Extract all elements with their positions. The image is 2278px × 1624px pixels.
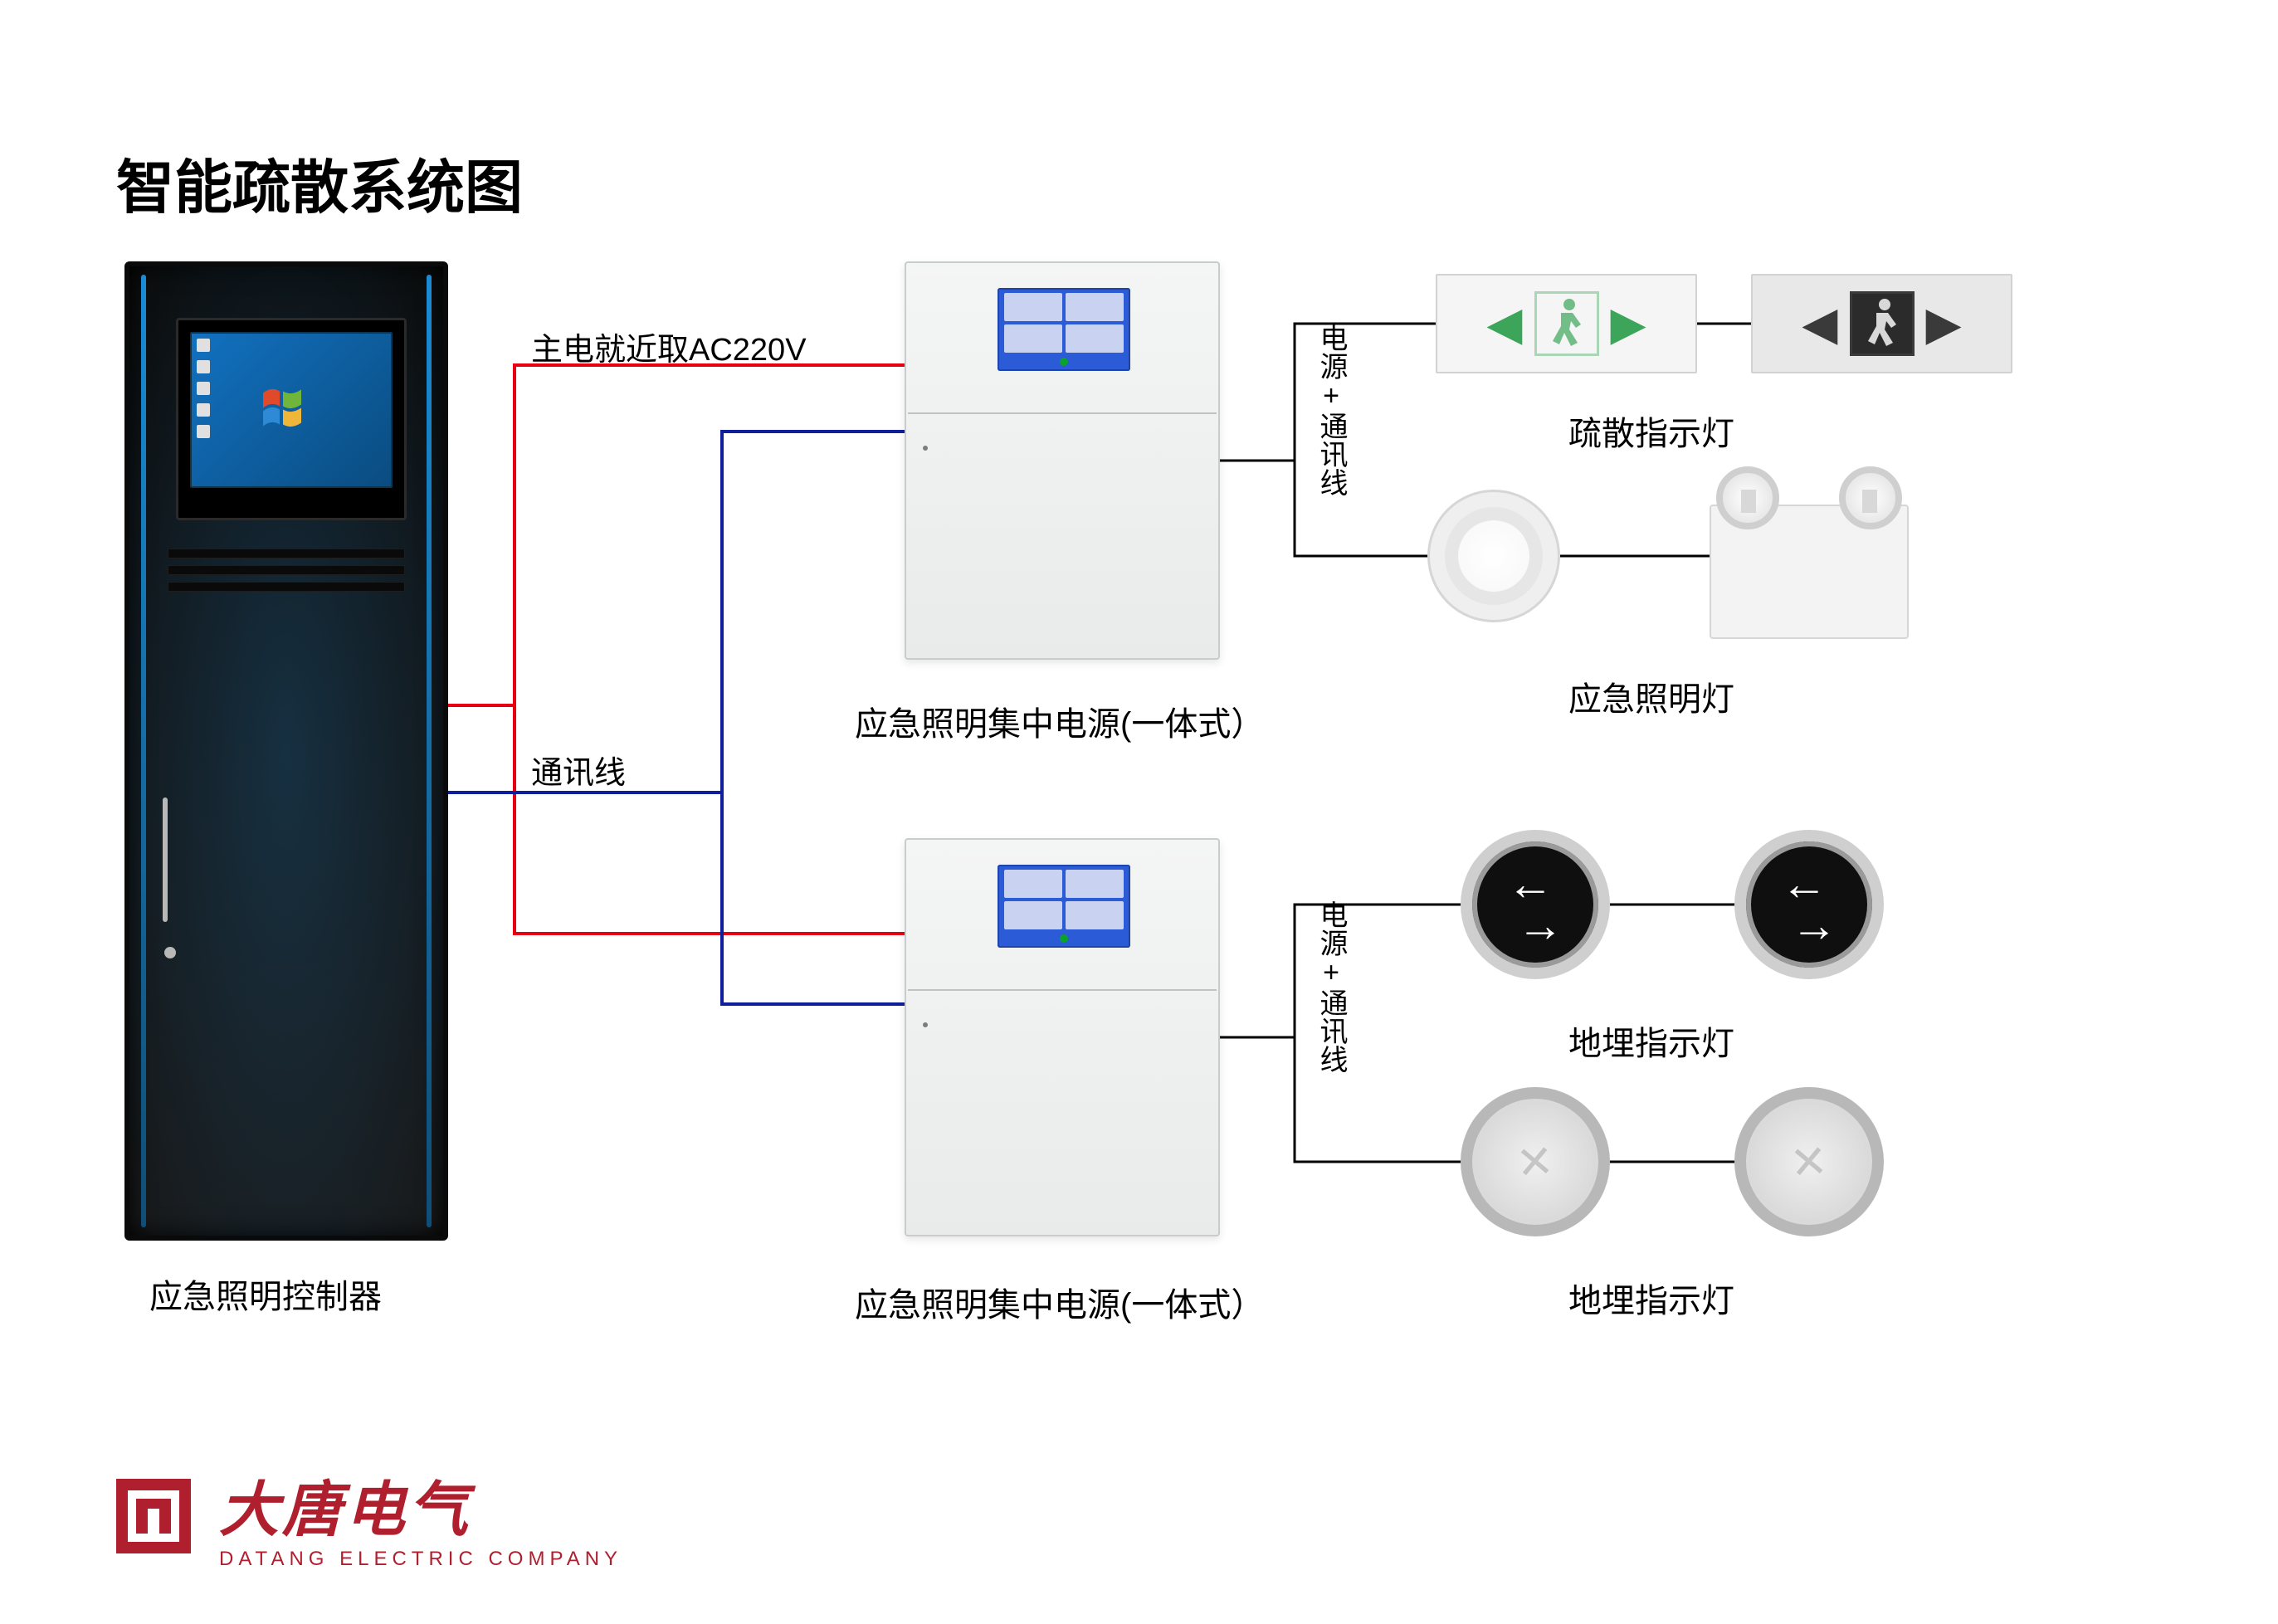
powerbox-1-label: 应急照明集中电源(一体式） bbox=[855, 697, 1264, 745]
ground-indicator-dark-1: ←→ bbox=[1461, 830, 1610, 979]
diagram-canvas: 智能疏散系统图 bbox=[0, 0, 2278, 1624]
bus-label-bottom: 电源+通讯线 bbox=[1311, 900, 1352, 1073]
ground-indicator-label-2: 地埋指示灯 bbox=[1568, 1274, 1734, 1322]
emergency-lamp-label: 应急照明灯 bbox=[1568, 672, 1734, 720]
logo-icon bbox=[108, 1470, 199, 1562]
powerbox-2-label: 应急照明集中电源(一体式） bbox=[855, 1278, 1264, 1326]
twin-head-emergency-lamp bbox=[1710, 505, 1909, 639]
exit-sign-green: ◀ ▶ bbox=[1436, 274, 1697, 373]
ground-indicator-dark-2: ←→ bbox=[1734, 830, 1884, 979]
emergency-lighting-controller bbox=[124, 261, 448, 1241]
windows-logo-icon bbox=[261, 383, 321, 437]
logo-text-main: 大唐电气 bbox=[219, 1461, 622, 1548]
centralized-power-box-2 bbox=[905, 838, 1220, 1236]
comm-line-label: 通讯线 bbox=[531, 747, 626, 792]
cabinet-label: 应急照明控制器 bbox=[149, 1270, 382, 1318]
ceiling-emergency-light bbox=[1427, 490, 1560, 622]
ground-indicator-silver-2: ✕ bbox=[1734, 1087, 1884, 1236]
power-line-label: 主电就近取AC220V bbox=[531, 324, 807, 369]
logo-text-sub: DATANG ELECTRIC COMPANY bbox=[219, 1548, 622, 1571]
company-logo: 大唐电气 DATANG ELECTRIC COMPANY bbox=[108, 1461, 622, 1571]
ground-indicator-silver-1: ✕ bbox=[1461, 1087, 1610, 1236]
exit-sign-dark: ◀ ▶ bbox=[1751, 274, 2012, 373]
bus-label-top: 电源+通讯线 bbox=[1311, 324, 1352, 496]
exit-sign-label: 疏散指示灯 bbox=[1568, 407, 1734, 455]
ground-indicator-label-1: 地埋指示灯 bbox=[1568, 1017, 1734, 1065]
centralized-power-box-1 bbox=[905, 261, 1220, 660]
